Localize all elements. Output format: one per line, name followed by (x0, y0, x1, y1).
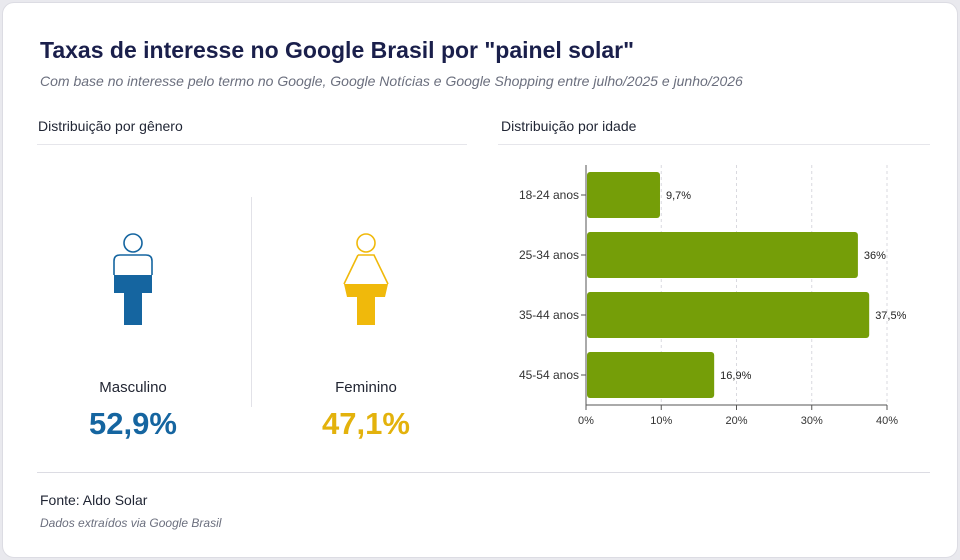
gender-section-divider (37, 144, 467, 145)
x-tick-label: 30% (801, 415, 823, 427)
male-value: 52,9% (89, 406, 177, 441)
male-label: Masculino (99, 379, 167, 396)
female-label: Feminino (335, 379, 397, 396)
age-bar-chart: 0% 10% 20% 30% 40% 18-24 anos 9,7% 25-34 anos 36… (519, 165, 907, 427)
y-tick-label: 25-34 anos (519, 248, 579, 262)
male-person-icon (113, 233, 153, 325)
page-title: Taxas de interesse no Google Brasil por … (40, 37, 635, 63)
y-tick-label: 18-24 anos (519, 188, 579, 202)
male-figure (33, 231, 233, 331)
female-value: 47,1% (322, 406, 410, 441)
bar (587, 172, 660, 218)
gender-section-title: Distribuição por gênero (38, 118, 183, 134)
gender-divider (251, 197, 252, 407)
x-tick-label: 0% (578, 415, 594, 427)
page-subtitle: Com base no interesse pelo termo no Goog… (40, 73, 743, 89)
bar-value-label: 36% (864, 250, 886, 262)
female-figure (266, 231, 466, 331)
bar-value-label: 37,5% (875, 310, 906, 322)
footer-divider (37, 472, 930, 473)
y-tick-label: 35-44 anos (519, 308, 579, 322)
bar (587, 352, 715, 398)
bar-value-label: 9,7% (666, 190, 691, 202)
female-person-icon (343, 233, 389, 325)
age-section-divider (498, 144, 930, 145)
bar-value-label: 16,9% (720, 370, 751, 382)
bar (587, 292, 870, 338)
x-tick-label: 40% (876, 415, 898, 427)
footer-note: Dados extraídos via Google Brasil (40, 516, 222, 530)
age-section-title: Distribuição por idade (501, 118, 637, 134)
x-tick-label: 20% (725, 415, 747, 427)
y-tick-label: 45-54 anos (519, 368, 579, 382)
source-text: Fonte: Aldo Solar (40, 492, 148, 508)
bar (587, 232, 858, 278)
x-tick-label: 10% (650, 415, 672, 427)
